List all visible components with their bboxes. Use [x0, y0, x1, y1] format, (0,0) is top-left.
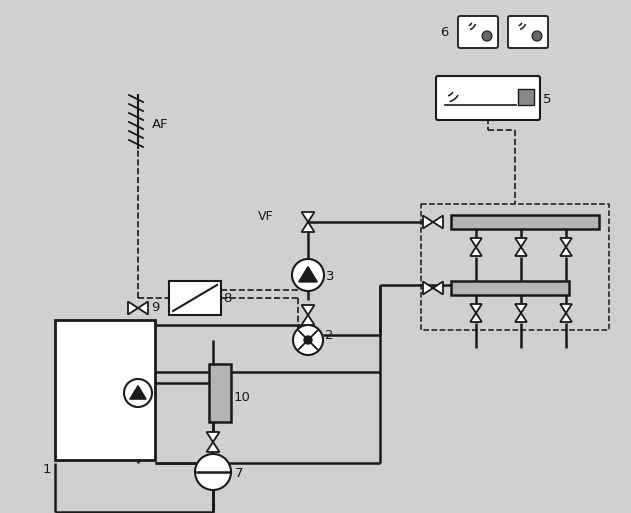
Text: 7: 7: [235, 467, 244, 480]
Polygon shape: [433, 282, 443, 294]
Text: 10: 10: [234, 391, 251, 404]
Text: 1: 1: [43, 463, 52, 476]
Circle shape: [124, 379, 152, 407]
Polygon shape: [302, 222, 314, 232]
Polygon shape: [515, 238, 527, 247]
Polygon shape: [298, 267, 317, 282]
Circle shape: [292, 259, 324, 291]
Text: 2: 2: [325, 329, 334, 342]
Circle shape: [293, 325, 323, 355]
Circle shape: [482, 31, 492, 41]
Text: 6: 6: [440, 26, 449, 39]
Polygon shape: [515, 304, 527, 313]
Polygon shape: [515, 313, 527, 322]
FancyBboxPatch shape: [169, 281, 221, 315]
Polygon shape: [128, 302, 138, 314]
Text: AF: AF: [152, 118, 168, 131]
Polygon shape: [302, 315, 314, 325]
Polygon shape: [470, 304, 482, 313]
Text: 3: 3: [326, 270, 334, 283]
Polygon shape: [423, 282, 433, 294]
FancyBboxPatch shape: [451, 215, 599, 229]
FancyBboxPatch shape: [55, 320, 155, 460]
FancyBboxPatch shape: [508, 16, 548, 48]
Text: 5: 5: [543, 93, 551, 106]
Polygon shape: [470, 247, 482, 256]
Polygon shape: [206, 432, 220, 442]
Text: 8: 8: [223, 292, 232, 305]
Text: 9: 9: [151, 301, 160, 314]
FancyBboxPatch shape: [518, 89, 534, 105]
Text: VF: VF: [258, 210, 274, 223]
Polygon shape: [206, 442, 220, 452]
FancyBboxPatch shape: [458, 16, 498, 48]
Polygon shape: [470, 313, 482, 322]
Polygon shape: [138, 302, 148, 314]
Polygon shape: [560, 304, 572, 313]
FancyBboxPatch shape: [451, 281, 569, 295]
Polygon shape: [560, 238, 572, 247]
Circle shape: [304, 336, 312, 344]
Polygon shape: [302, 212, 314, 222]
Polygon shape: [302, 305, 314, 315]
Polygon shape: [560, 247, 572, 256]
Polygon shape: [470, 238, 482, 247]
Polygon shape: [130, 386, 146, 399]
FancyBboxPatch shape: [436, 76, 540, 120]
Polygon shape: [515, 247, 527, 256]
Polygon shape: [560, 313, 572, 322]
FancyBboxPatch shape: [209, 364, 231, 422]
Polygon shape: [423, 215, 433, 228]
Polygon shape: [433, 215, 443, 228]
Circle shape: [195, 454, 231, 490]
Circle shape: [532, 31, 542, 41]
